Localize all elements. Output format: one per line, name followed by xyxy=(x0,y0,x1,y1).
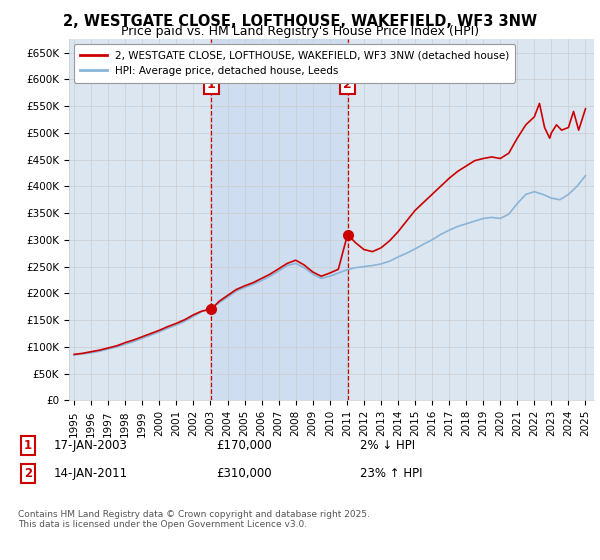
Text: 1: 1 xyxy=(207,78,215,91)
Text: 2: 2 xyxy=(24,466,32,480)
Text: Price paid vs. HM Land Registry's House Price Index (HPI): Price paid vs. HM Land Registry's House … xyxy=(121,25,479,38)
Text: £170,000: £170,000 xyxy=(216,438,272,452)
Text: 17-JAN-2003: 17-JAN-2003 xyxy=(54,438,128,452)
Text: 14-JAN-2011: 14-JAN-2011 xyxy=(54,466,128,480)
Text: Contains HM Land Registry data © Crown copyright and database right 2025.
This d: Contains HM Land Registry data © Crown c… xyxy=(18,510,370,529)
Text: 23% ↑ HPI: 23% ↑ HPI xyxy=(360,466,422,480)
Text: 2: 2 xyxy=(343,78,352,91)
Bar xyxy=(211,39,347,400)
Text: 2% ↓ HPI: 2% ↓ HPI xyxy=(360,438,415,452)
Text: £310,000: £310,000 xyxy=(216,466,272,480)
Legend: 2, WESTGATE CLOSE, LOFTHOUSE, WAKEFIELD, WF3 3NW (detached house), HPI: Average : 2, WESTGATE CLOSE, LOFTHOUSE, WAKEFIELD,… xyxy=(74,44,515,82)
Text: 1: 1 xyxy=(24,438,32,452)
Text: 2, WESTGATE CLOSE, LOFTHOUSE, WAKEFIELD, WF3 3NW: 2, WESTGATE CLOSE, LOFTHOUSE, WAKEFIELD,… xyxy=(63,14,537,29)
